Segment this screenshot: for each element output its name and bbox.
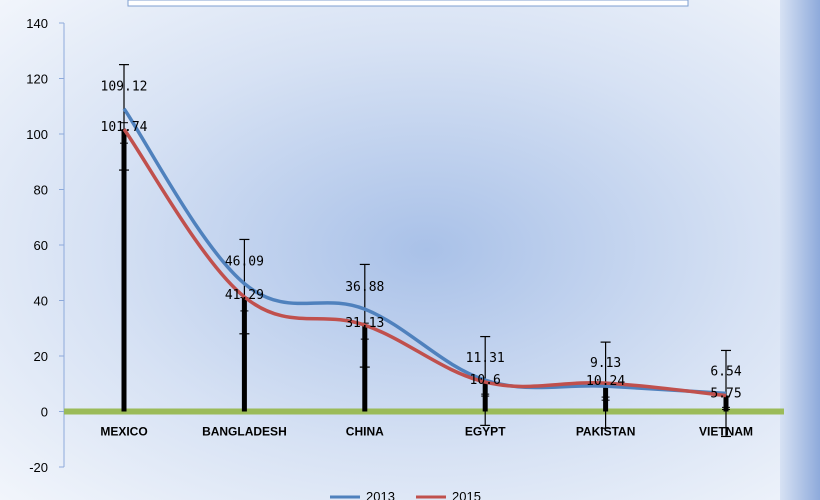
- y-tick-label: 100: [26, 127, 48, 142]
- y-tick-label: 0: [41, 405, 48, 420]
- x-category-label: BANGLADESH: [202, 425, 287, 439]
- data-label-2015: 101.74: [101, 120, 148, 135]
- title-box: [127, 0, 689, 7]
- data-label-2013: 46.09: [225, 255, 264, 270]
- data-label-2013: 109.12: [101, 80, 148, 95]
- data-label-2015: 31.13: [345, 316, 384, 331]
- series-line-2015: [122, 128, 727, 398]
- y-tick-label: 20: [34, 349, 48, 364]
- y-tick-label: 40: [34, 294, 48, 309]
- y-tick-label: 140: [26, 16, 48, 31]
- x-category-label: MEXICO: [100, 425, 147, 439]
- legend-label-2013: 2013: [366, 489, 395, 500]
- y-tick-label: 60: [34, 238, 48, 253]
- legend-label-2015: 2015: [452, 489, 481, 500]
- data-label-2015: 5.75: [710, 387, 741, 402]
- x-category-label: EGYPT: [465, 425, 506, 439]
- x-category-label: CHINA: [346, 425, 384, 439]
- data-label-2013: 9.13: [590, 356, 621, 371]
- x-category-label: VIETNAM: [699, 425, 753, 439]
- chart-right-shade: [780, 0, 820, 500]
- data-label-2015: 41.29: [225, 288, 264, 303]
- y-tick-label: -20: [29, 460, 48, 475]
- y-tick-label: 120: [26, 72, 48, 87]
- y-tick-label: 80: [34, 183, 48, 198]
- data-label-2013: 36.88: [345, 280, 384, 295]
- x-category-label: PAKISTAN: [576, 425, 636, 439]
- data-label-2013: 6.54: [710, 364, 741, 379]
- data-label-2013: 11.31: [466, 351, 505, 366]
- data-label-2015: 10.6: [470, 373, 501, 388]
- data-label-2015: 10.24: [586, 374, 625, 389]
- series-line-2013: [122, 107, 727, 396]
